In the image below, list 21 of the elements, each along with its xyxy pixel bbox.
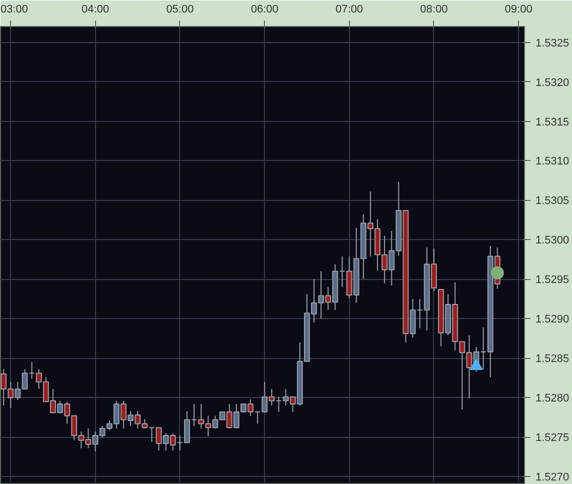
x-tick-label: 08:00 bbox=[420, 4, 448, 16]
x-tick-label: 04:00 bbox=[82, 4, 110, 16]
y-tick-label: 1.5290 bbox=[536, 314, 570, 326]
y-tick-label: 1.5285 bbox=[536, 353, 570, 366]
y-tick-label: 1.5315 bbox=[536, 116, 570, 128]
x-tick-label: 03:00 bbox=[0, 4, 28, 16]
candlestick bbox=[148, 427, 155, 442]
x-tick-label: 09:00 bbox=[504, 4, 532, 16]
x-tick-label: 05:00 bbox=[166, 4, 194, 16]
y-tick-label: 1.5300 bbox=[536, 234, 570, 247]
x-tick-label: 06:00 bbox=[250, 4, 278, 16]
y-tick-label: 1.5310 bbox=[536, 156, 570, 168]
y-tick-label: 1.5270 bbox=[536, 472, 570, 484]
x-tick-label: 07:00 bbox=[336, 4, 364, 16]
y-tick-label: 1.5280 bbox=[536, 392, 570, 405]
y-tick-label: 1.5325 bbox=[536, 37, 570, 50]
y-tick-label: 1.5320 bbox=[536, 76, 570, 89]
y-tick-label: 1.5275 bbox=[536, 432, 570, 444]
y-tick-label: 1.5305 bbox=[536, 195, 570, 208]
candlestick bbox=[276, 396, 282, 412]
y-tick-label: 1.5295 bbox=[536, 274, 570, 286]
